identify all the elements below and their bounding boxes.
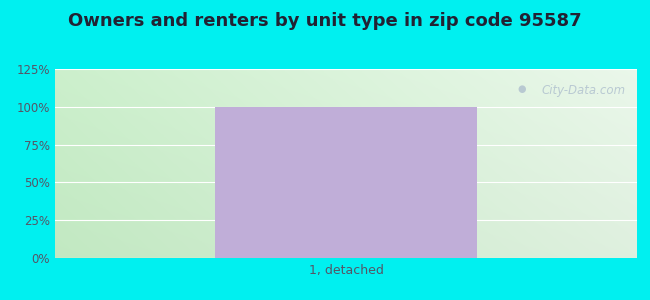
Text: Owners and renters by unit type in zip code 95587: Owners and renters by unit type in zip c… [68, 12, 582, 30]
Text: ●: ● [518, 84, 527, 94]
Text: City-Data.com: City-Data.com [541, 84, 625, 97]
Bar [215, 107, 477, 258]
